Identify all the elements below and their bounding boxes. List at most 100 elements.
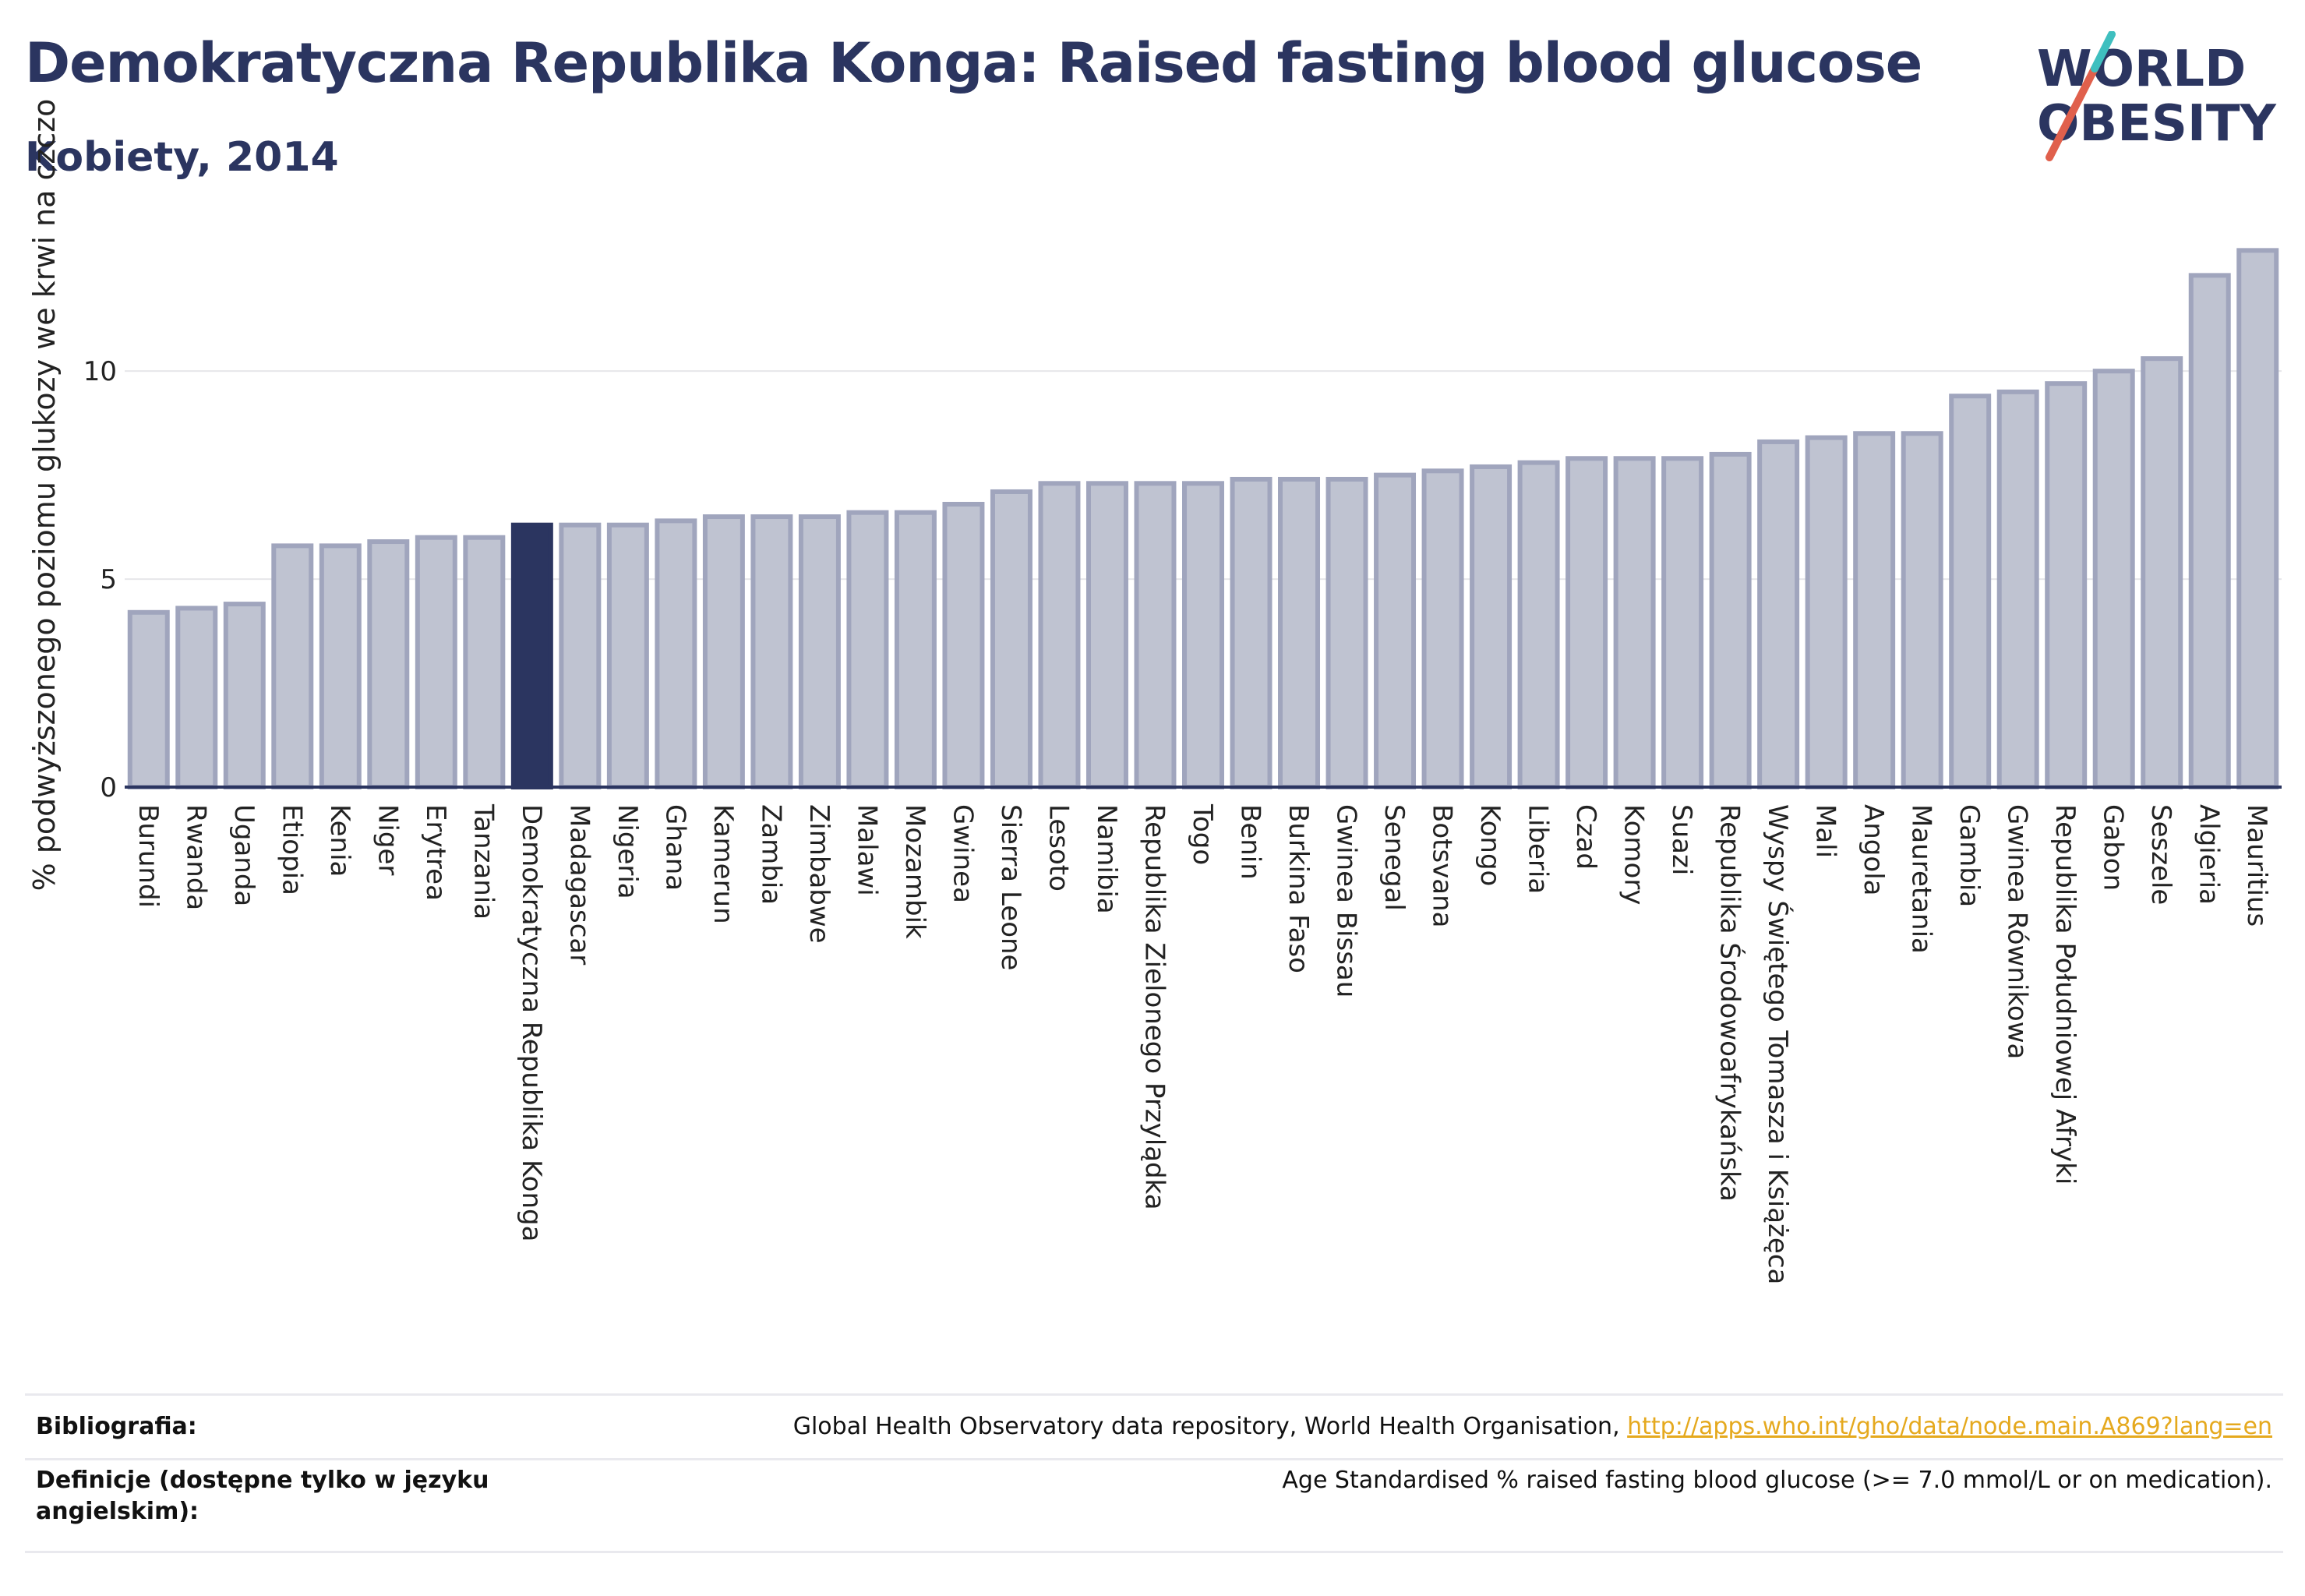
bar-liberia bbox=[1517, 460, 1560, 789]
bar-rwanda bbox=[175, 606, 218, 789]
x-tick-label: Burundi bbox=[132, 804, 164, 908]
x-tick-label: Erytrea bbox=[420, 804, 451, 901]
bar-madagascar bbox=[559, 522, 602, 789]
bar-sierra-leone bbox=[990, 489, 1032, 789]
bar-ghana bbox=[655, 518, 697, 790]
x-tick-label: Senegal bbox=[1378, 804, 1410, 911]
world-obesity-logo: WORLD OBESITY bbox=[2037, 31, 2276, 161]
x-tick-label: Mozambik bbox=[899, 804, 930, 939]
x-tick-label: Togo bbox=[1187, 803, 1218, 865]
bar-botsvana bbox=[1421, 468, 1464, 789]
bar-gwinea-bissau bbox=[1325, 476, 1368, 789]
y-tick-labels: 0 5 10 bbox=[83, 356, 117, 803]
bar-togo bbox=[1182, 481, 1224, 790]
bar-niger bbox=[367, 539, 410, 789]
x-tick-label: Mauretania bbox=[1906, 804, 1937, 954]
x-tick-label: Zambia bbox=[755, 804, 786, 905]
bibliography-label: Bibliografia: bbox=[36, 1413, 197, 1440]
x-tick-label: Mali bbox=[1810, 804, 1841, 858]
bar-seszele bbox=[2141, 356, 2183, 789]
x-tick-label: Gwinea bbox=[947, 804, 978, 903]
bar-burkina-faso bbox=[1278, 476, 1321, 789]
x-tick-label: Malawi bbox=[851, 804, 882, 896]
bar-malawi bbox=[846, 510, 889, 790]
definitions-row: Definicje (dostępne tylko w języku angie… bbox=[25, 1458, 2283, 1553]
bar-etiopia bbox=[271, 543, 314, 789]
x-tick-label: Republika Południowej Afryki bbox=[2049, 804, 2081, 1185]
x-tick-label: Niger bbox=[372, 804, 403, 875]
bibliography-row: Bibliografia: Global Health Observatory … bbox=[25, 1393, 2283, 1458]
bar-nigeria bbox=[606, 522, 649, 789]
x-tick-label: Madagascar bbox=[563, 804, 595, 965]
bar-republika-rodowoafryka-ska bbox=[1709, 451, 1752, 789]
bars bbox=[127, 248, 2279, 790]
y-tick-label: 5 bbox=[100, 564, 117, 595]
x-tick-label: Uganda bbox=[228, 804, 259, 906]
x-tick-label: Benin bbox=[1235, 804, 1266, 880]
x-tick-label: Mauritius bbox=[2241, 804, 2272, 927]
bar-gwinea-r-wnikowa bbox=[1996, 389, 2039, 789]
logo-line1: WORLD bbox=[2037, 41, 2246, 98]
bar-republika-po-udniowej-afryki bbox=[2045, 381, 2088, 789]
x-tick-label: Angola bbox=[1858, 804, 1889, 895]
x-tick-label: Burkina Faso bbox=[1283, 804, 1314, 973]
bar-mauritius bbox=[2236, 248, 2279, 789]
x-tick-label: Czad bbox=[1570, 804, 1601, 870]
x-tick-label: Gwinea Równikowa bbox=[2002, 804, 2033, 1059]
bar-angola bbox=[1853, 431, 1896, 789]
x-tick-label: Demokratyczna Republika Konga bbox=[516, 804, 547, 1241]
chart-subtitle: Kobiety, 2014 bbox=[25, 134, 339, 181]
bar-demokratyczna-republika-konga bbox=[510, 522, 553, 789]
x-tick-label: Namibia bbox=[1091, 804, 1122, 914]
x-tick-label: Kamerun bbox=[708, 804, 739, 924]
y-tick-label: 0 bbox=[100, 772, 117, 803]
bibliography-link[interactable]: http://apps.who.int/gho/data/node.main.A… bbox=[1627, 1413, 2272, 1440]
bar-wyspy-wi-tego-tomasza-i-ksi-ca bbox=[1757, 439, 1800, 789]
bar-komory bbox=[1613, 456, 1656, 789]
bar-gambia bbox=[1949, 394, 1992, 789]
x-tick-label: Kenia bbox=[324, 804, 355, 877]
bar-zambia bbox=[750, 514, 793, 789]
bar-senegal bbox=[1374, 472, 1417, 790]
bar-mauretania bbox=[1901, 431, 1943, 789]
x-tick-label: Gabon bbox=[2098, 804, 2129, 891]
x-tick-label: Republika Środowoafrykańska bbox=[1714, 804, 1746, 1202]
bar-czad bbox=[1565, 456, 1608, 789]
chart-title: Demokratyczna Republika Konga: Raised fa… bbox=[25, 31, 1922, 95]
x-tick-label: Gwinea Bissau bbox=[1331, 804, 1362, 998]
x-tick-label: Lesoto bbox=[1043, 804, 1074, 892]
definitions-label: Definicje (dostępne tylko w języku angie… bbox=[36, 1467, 489, 1525]
bar-tanzania bbox=[463, 535, 506, 789]
footer-table: Bibliografia: Global Health Observatory … bbox=[25, 1393, 2283, 1553]
bibliography-value: Global Health Observatory data repositor… bbox=[793, 1411, 2283, 1442]
logo-slash-red bbox=[2046, 65, 2099, 161]
bar-zimbabwe bbox=[798, 514, 841, 789]
bar-erytrea bbox=[415, 535, 457, 789]
bar-namibia bbox=[1085, 481, 1128, 790]
bar-republika-zielonego-przyl-dka bbox=[1134, 481, 1177, 790]
y-axis-label: % podwyższonego poziomu glukozy we krwi … bbox=[27, 99, 62, 892]
y-tick-label: 10 bbox=[83, 356, 117, 387]
x-tick-label: Zimbabwe bbox=[803, 804, 835, 944]
x-tick-label: Liberia bbox=[1523, 804, 1554, 894]
bar-algieria bbox=[2188, 273, 2231, 789]
x-tick-label: Seszele bbox=[2145, 804, 2176, 905]
bar-mozambik bbox=[894, 510, 937, 790]
bar-uganda bbox=[223, 602, 266, 790]
x-tick-label: Algieria bbox=[2194, 804, 2225, 905]
x-tick-label: Nigeria bbox=[612, 804, 643, 899]
bibliography-text: Global Health Observatory data repositor… bbox=[792, 1413, 1628, 1440]
x-tick-label: Republika Zielonego Przylądka bbox=[1138, 804, 1170, 1210]
definitions-value: Age Standardised % raised fasting blood … bbox=[1282, 1467, 2272, 1494]
x-tick-label: Suazi bbox=[1666, 804, 1697, 875]
bar-gabon bbox=[2092, 369, 2135, 789]
x-tick-label: Ghana bbox=[659, 804, 690, 891]
x-tick-label: Tanzania bbox=[468, 803, 499, 920]
logo-slash-teal bbox=[2091, 31, 2116, 72]
x-tick-label: Etiopia bbox=[276, 804, 307, 895]
bar-mali bbox=[1805, 435, 1848, 789]
x-tick-label: Rwanda bbox=[180, 804, 211, 910]
x-tick-label: Wyspy Świętego Tomasza i Książęca bbox=[1762, 804, 1794, 1284]
bar-kamerun bbox=[702, 514, 745, 789]
bar-burundi bbox=[127, 609, 170, 790]
